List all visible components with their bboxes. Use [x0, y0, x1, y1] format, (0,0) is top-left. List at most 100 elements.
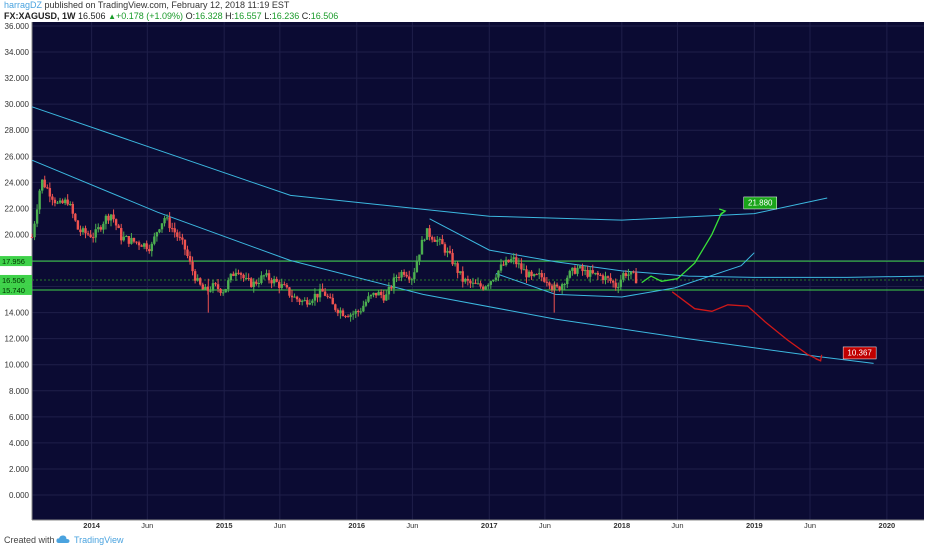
candle-body: [145, 243, 148, 250]
candle-body: [471, 282, 475, 284]
y-tick-label: 0.000: [9, 491, 30, 500]
tradingview-brand[interactable]: TradingView: [74, 535, 124, 545]
candle-body: [634, 272, 638, 284]
candle-body: [487, 284, 490, 287]
candle-body: [160, 223, 164, 230]
candle-body: [150, 243, 153, 252]
candle-body: [275, 278, 278, 282]
candle-body: [30, 237, 34, 239]
candle-body: [61, 200, 64, 204]
candle-body: [558, 286, 561, 291]
y-tick-label: 36.000: [5, 22, 30, 31]
candle-body: [199, 278, 202, 285]
candle-body: [170, 228, 174, 230]
open-value: 16.328: [195, 11, 223, 21]
candle-body: [446, 250, 449, 253]
candle-body: [627, 274, 630, 276]
published-text: published on TradingView.com, February 1…: [42, 0, 290, 10]
price-chart[interactable]: 36.000 34.000 32.000 30.000 28.000 26.000 24.0…: [0, 22, 932, 530]
candle-body: [306, 300, 309, 305]
candle-body: [168, 217, 171, 229]
candle-body: [339, 310, 342, 314]
candle-body: [219, 288, 222, 293]
candle-body: [329, 296, 332, 298]
candle-body: [507, 259, 510, 263]
candle-body: [308, 302, 312, 305]
candle-body: [104, 215, 108, 224]
price-tag: [0, 256, 32, 267]
author-link[interactable]: harragDZ: [4, 0, 43, 10]
candle-body: [581, 266, 584, 272]
candle-body: [196, 278, 199, 281]
candle-body: [252, 281, 255, 288]
candle-body: [323, 291, 327, 296]
candle-body: [430, 236, 434, 240]
candle-body: [237, 272, 240, 274]
x-tick-label: 2018: [613, 521, 630, 530]
candle-body: [357, 310, 360, 312]
candle-body: [173, 228, 176, 233]
candle-body: [250, 278, 253, 288]
candle-body: [186, 249, 189, 256]
candle-body: [51, 196, 54, 200]
candle-body: [456, 263, 459, 273]
y-tick-label: 24.000: [5, 178, 30, 187]
candle-body: [46, 187, 49, 189]
symbol-label: FX:XAGUSD, 1W: [4, 11, 76, 21]
candle-body: [566, 277, 569, 285]
candle-body: [267, 273, 271, 281]
y-tick-label: 4.000: [9, 439, 30, 448]
candle-body: [408, 276, 411, 280]
candle-body: [155, 232, 159, 237]
price-tag: [0, 274, 32, 285]
x-tick-label: Jun: [804, 521, 816, 530]
price-tag-label: 15.740: [2, 286, 25, 295]
candle-body: [359, 311, 363, 313]
bullish-arrowhead: [718, 208, 727, 216]
candle-body: [229, 273, 233, 281]
candle-body: [79, 229, 82, 233]
candle-body: [466, 278, 470, 281]
candle-body: [262, 275, 266, 277]
candle-body: [140, 245, 143, 247]
candle-body: [522, 269, 526, 271]
candle-body: [270, 280, 273, 284]
candle-body: [63, 199, 67, 204]
candle-body: [428, 228, 431, 237]
candle-body: [418, 254, 421, 261]
candle-body: [555, 284, 559, 287]
x-tick-label: Jun: [141, 521, 153, 530]
candle-body: [364, 301, 368, 306]
candle-body: [433, 239, 436, 242]
candle-body: [127, 236, 131, 244]
candle-body: [316, 293, 319, 298]
candle-body: [298, 299, 301, 302]
candle-body: [382, 295, 385, 301]
candle-body: [525, 269, 528, 278]
candle-body: [405, 274, 408, 277]
candle-body: [436, 240, 439, 242]
x-tick-label: 2015: [216, 521, 233, 530]
candle-body: [474, 282, 477, 284]
change-value: +0.178 (+1.09%): [116, 11, 184, 21]
candle-body: [441, 239, 444, 245]
target-label: 21.880: [748, 198, 773, 207]
candle-body: [617, 287, 620, 289]
candle-body: [492, 279, 495, 282]
candle-body: [318, 288, 322, 298]
candle-body: [509, 259, 513, 263]
y-tick-label: 10.000: [5, 361, 30, 370]
up-triangle-icon: ▲: [108, 12, 116, 21]
candle-body: [379, 291, 383, 296]
candle-body: [599, 274, 602, 276]
candle-body: [193, 271, 197, 281]
candle-body: [517, 263, 521, 265]
candle-body: [530, 271, 533, 277]
candle-body: [48, 188, 52, 197]
candle-body: [374, 292, 378, 296]
bullish-projection: [641, 210, 726, 284]
candle-body: [351, 313, 355, 315]
y-tick-label: 12.000: [5, 335, 30, 344]
close-label: C:: [301, 11, 311, 21]
target-label-box: [743, 196, 777, 210]
